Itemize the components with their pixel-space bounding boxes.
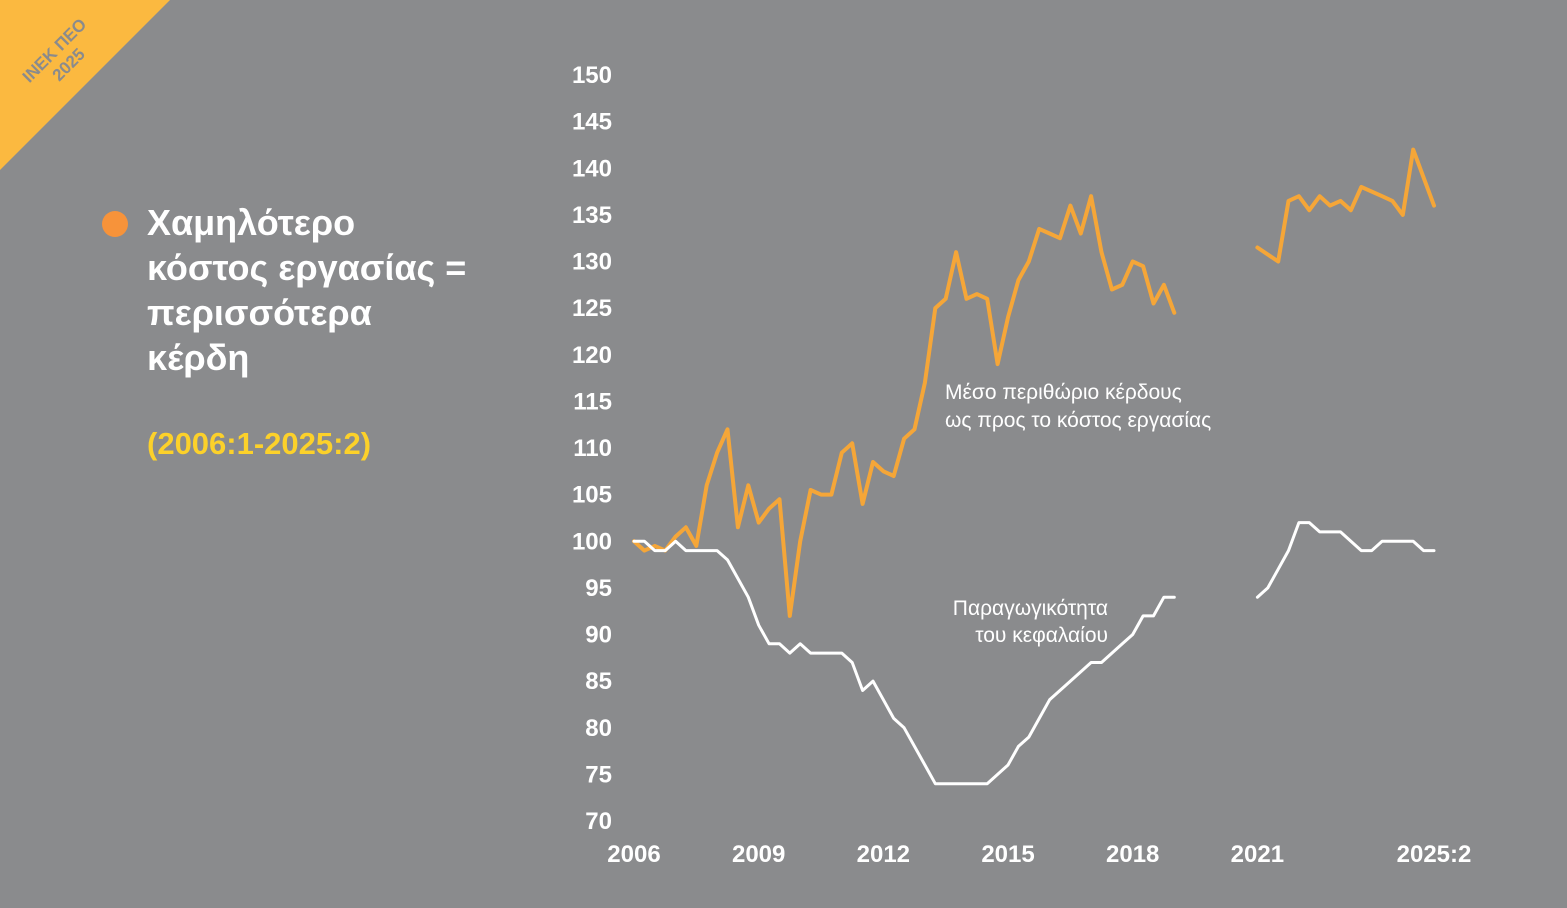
y-tick-label: 115 [573, 388, 612, 415]
x-axis-ticks: 2006 2009 2012 2015 2018 2021 2025:2 [607, 841, 1471, 868]
y-axis-ticks: 150 145 140 135 130 125 120 115 110 105 100 95 90 85 8… [572, 62, 612, 835]
profit-margin-line-segment-2 [1255, 147, 1436, 264]
y-tick-label: 150 [572, 62, 612, 89]
y-tick-label: 125 [572, 295, 612, 322]
x-tick-label: 2012 [857, 841, 910, 868]
y-tick-label: 90 [585, 622, 612, 649]
profit-margin-line-segment-1 [632, 194, 1177, 618]
series-labels: Μέσο περιθώριο κέρδους ως προς το κόστος… [945, 381, 1211, 647]
profit-margin-label-line-2: ως προς το κόστος εργασίας [945, 409, 1211, 432]
report-badge: ΙΝΕΚ ΠΕΟ 2025 [0, 0, 170, 170]
profit-margin-label-line-1: Μέσο περιθώριο κέρδους [945, 381, 1182, 404]
x-tick-label: 2015 [981, 841, 1034, 868]
capital-productivity-label-line-2: του κεφαλαίου [975, 624, 1108, 647]
y-tick-label: 120 [572, 342, 612, 369]
y-tick-label: 100 [572, 528, 612, 555]
x-tick-label: 2006 [607, 841, 660, 868]
series-lines [632, 147, 1436, 786]
y-tick-label: 145 [572, 109, 612, 136]
y-tick-label: 95 [585, 575, 612, 602]
chart-heading: Χαμηλότερο κόστος εργασίας = περισσότερα… [102, 200, 522, 462]
y-tick-label: 130 [572, 249, 612, 276]
y-tick-label: 140 [572, 155, 612, 182]
y-tick-label: 105 [572, 482, 612, 509]
y-tick-label: 135 [572, 202, 612, 229]
y-tick-label: 70 [585, 808, 612, 835]
y-tick-label: 85 [585, 668, 612, 695]
y-tick-label: 110 [573, 435, 612, 462]
x-tick-label: 2021 [1231, 841, 1284, 868]
x-tick-label: 2009 [732, 841, 785, 868]
bullet-dot [102, 211, 128, 237]
x-tick-label: 2018 [1106, 841, 1159, 868]
capital-productivity-line-segment-1 [632, 539, 1176, 786]
y-tick-label: 80 [585, 715, 612, 742]
badge-triangle [0, 0, 170, 170]
capital-productivity-label-line-1: Παραγωγικότητα [953, 597, 1108, 620]
y-tick-label: 75 [585, 761, 612, 788]
capital-productivity-line-segment-2 [1255, 521, 1436, 599]
chart-period: (2006:1-2025:2) [147, 426, 372, 461]
chart-title: Χαμηλότερο κόστος εργασίας = περισσότερα… [147, 202, 467, 378]
x-tick-label: 2025:2 [1397, 841, 1472, 868]
